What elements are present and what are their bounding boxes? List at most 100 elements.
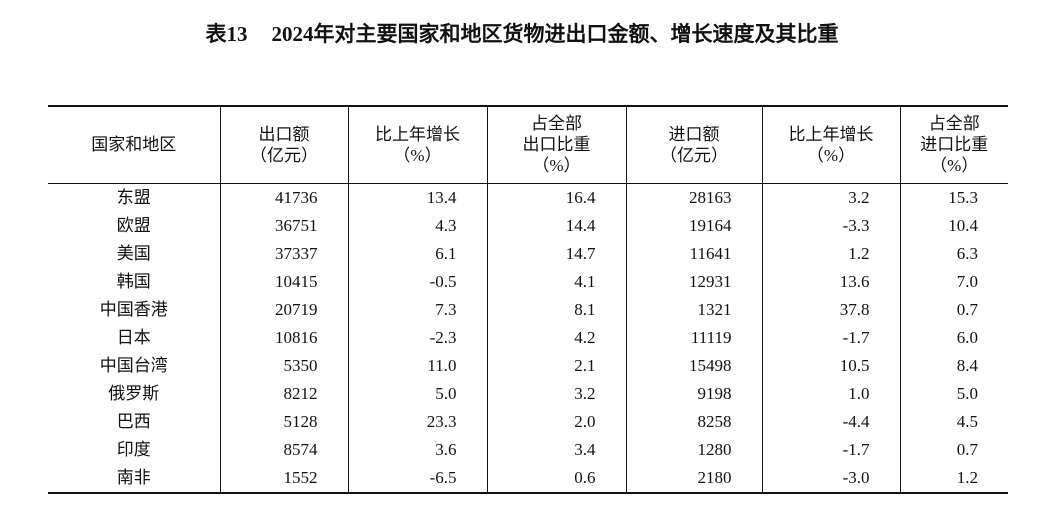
value-cell: 13.4 — [347, 183, 487, 212]
table-row: 中国台湾 5350 11.0 2.1 15498 10.5 8.4 — [48, 351, 1008, 380]
value-cell: 1552 — [219, 463, 348, 493]
region-cell: 南非 — [116, 467, 151, 487]
column-header: 出口额 （亿元） — [219, 106, 348, 183]
region-cell: 印度 — [116, 439, 151, 459]
value-cell: -1.7 — [761, 323, 900, 352]
value-cell: 2.0 — [486, 407, 626, 436]
value-cell: 11.0 — [347, 351, 487, 380]
header-line: 出口额 — [258, 124, 310, 144]
value-cell: 7.3 — [347, 295, 487, 324]
value-cell: 14.4 — [486, 211, 626, 240]
region-cell: 俄罗斯 — [108, 383, 160, 403]
value-cell: 19164 — [625, 211, 762, 240]
value-cell: 5128 — [219, 407, 348, 436]
region-cell: 美国 — [116, 243, 151, 263]
region-cell: 韩国 — [116, 271, 151, 291]
table-label: 表13 — [205, 22, 248, 46]
value-cell: 1280 — [625, 435, 762, 464]
column-header: 占全部 出口比重 （%） — [486, 106, 626, 183]
header-line: 占全部 — [531, 114, 582, 134]
value-cell: 2180 — [625, 463, 762, 493]
value-cell: 13.6 — [761, 267, 900, 296]
table-row: 中国香港 20719 7.3 8.1 1321 37.8 0.7 — [48, 295, 1008, 324]
table-row: 俄罗斯 8212 5.0 3.2 9198 1.0 5.0 — [48, 379, 1008, 408]
value-cell: 2.1 — [486, 351, 626, 380]
table-head: 国家和地区 出口额 （亿元） 比上年增长 （%） 占全部 出口比重 （%） 进口额 （亿元） 比上年… — [48, 106, 1008, 183]
value-cell: 0.6 — [486, 463, 626, 493]
value-cell: 37.8 — [761, 295, 900, 324]
header-line: （%） — [930, 156, 979, 176]
column-header: 占全部 进口比重 （%） — [899, 106, 1008, 183]
region-cell: 巴西 — [116, 411, 151, 431]
value-cell: 10.4 — [899, 211, 1008, 240]
value-cell: 8.4 — [899, 351, 1008, 380]
value-cell: 5.0 — [347, 379, 487, 408]
value-cell: -4.4 — [761, 407, 900, 436]
value-cell: 7.0 — [899, 267, 1008, 296]
region-cell: 日本 — [116, 327, 151, 347]
value-cell: 5350 — [219, 351, 348, 380]
value-cell: 14.7 — [486, 239, 626, 268]
value-cell: 10.5 — [761, 351, 900, 380]
value-cell: -1.7 — [761, 435, 900, 464]
value-cell: 6.1 — [347, 239, 487, 268]
header-line: 比上年增长 — [788, 124, 874, 144]
table-row: 巴西 5128 23.3 2.0 8258 -4.4 4.5 — [48, 407, 1008, 436]
table-row: 美国 37337 6.1 14.7 11641 1.2 6.3 — [48, 239, 1008, 268]
value-cell: 20719 — [219, 295, 348, 324]
header-line: （%） — [393, 145, 442, 165]
table-row: 印度 8574 3.6 3.4 1280 -1.7 0.7 — [48, 435, 1008, 464]
value-cell: 1.2 — [761, 239, 900, 268]
region-cell: 欧盟 — [116, 215, 151, 235]
table-row: 日本 10816 -2.3 4.2 11119 -1.7 6.0 — [48, 323, 1008, 352]
value-cell: 9198 — [625, 379, 762, 408]
value-cell: 8.1 — [486, 295, 626, 324]
header-line: 占全部 — [928, 114, 980, 134]
table-row: 欧盟 36751 4.3 14.4 19164 -3.3 10.4 — [48, 211, 1008, 240]
header-line: 比上年增长 — [375, 124, 460, 144]
column-header: 比上年增长 （%） — [347, 106, 487, 183]
value-cell: 3.2 — [761, 183, 900, 212]
value-cell: 3.4 — [486, 435, 626, 464]
value-cell: 10415 — [219, 267, 348, 296]
table-row: 韩国 10415 -0.5 4.1 12931 13.6 7.0 — [48, 267, 1008, 296]
value-cell: 0.7 — [899, 295, 1008, 324]
value-cell: -0.5 — [347, 267, 487, 296]
value-cell: 36751 — [219, 211, 348, 240]
value-cell: 5.0 — [899, 379, 1008, 408]
table-row: 南非 1552 -6.5 0.6 2180 -3.0 1.2 — [48, 463, 1008, 493]
value-cell: 4.2 — [486, 323, 626, 352]
value-cell: 1321 — [625, 295, 762, 324]
header-line: （亿元） — [250, 145, 318, 165]
header-line: 国家和地区 — [91, 135, 177, 155]
region-cell: 中国香港 — [99, 299, 168, 319]
header-line: 进口比重 — [920, 135, 989, 155]
value-cell: 15498 — [625, 351, 762, 380]
value-cell: 8212 — [219, 379, 348, 408]
table-body: 东盟 41736 13.4 16.4 28163 3.2 15.3 欧盟 36751 4.3 14.… — [48, 183, 1008, 493]
value-cell: 3.6 — [347, 435, 487, 464]
header-row: 国家和地区 出口额 （亿元） 比上年增长 （%） 占全部 出口比重 （%） 进口额 （亿元） 比上年… — [48, 106, 1008, 183]
value-cell: 4.5 — [899, 407, 1008, 436]
title: 表13 2024年对主要国家和地区货物进出口金额、增长速度及其比重 — [0, 18, 1044, 48]
value-cell: 6.0 — [899, 323, 1008, 352]
table-row: 东盟 41736 13.4 16.4 28163 3.2 15.3 — [48, 183, 1008, 212]
value-cell: 4.1 — [486, 267, 626, 296]
header-line: （亿元） — [660, 145, 728, 165]
region-cell: 中国台湾 — [99, 355, 168, 375]
value-cell: 8574 — [219, 435, 348, 464]
value-cell: 41736 — [219, 183, 348, 212]
value-cell: 23.3 — [347, 407, 487, 436]
value-cell: 10816 — [219, 323, 348, 352]
column-header: 国家和地区 — [48, 106, 220, 183]
value-cell: 12931 — [625, 267, 762, 296]
table-title: 2024年对主要国家和地区货物进出口金额、增长速度及其比重 — [271, 22, 839, 46]
value-cell: 1.0 — [761, 379, 900, 408]
value-cell: 1.2 — [899, 463, 1008, 493]
column-header: 比上年增长 （%） — [761, 106, 900, 183]
value-cell: 6.3 — [899, 239, 1008, 268]
value-cell: 4.3 — [347, 211, 487, 240]
data-table: 国家和地区 出口额 （亿元） 比上年增长 （%） 占全部 出口比重 （%） 进口额 （亿元） 比上年… — [48, 105, 1008, 494]
value-cell: 8258 — [625, 407, 762, 436]
